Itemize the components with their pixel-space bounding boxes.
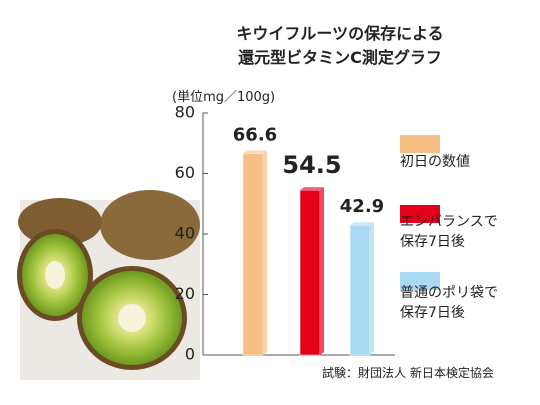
value-label: 54.5 [282, 151, 341, 179]
y-tick-label: 80 [175, 103, 195, 122]
legend-swatch [400, 205, 440, 223]
legend-label: 初日の数値 [400, 154, 470, 170]
bar-side [263, 150, 267, 355]
bar [242, 153, 264, 356]
bar-top [300, 187, 324, 191]
y-axis-label: (単位mg／100g) [172, 90, 276, 105]
bar-top [350, 222, 374, 226]
legend-swatch [400, 135, 440, 153]
value-label: 42.9 [340, 196, 384, 217]
bar [349, 224, 371, 356]
legend-label: 普通のポリ袋で 保存7日後 [400, 285, 498, 321]
bar-side [370, 222, 374, 355]
y-tick-label: 20 [175, 284, 195, 303]
y-tick-label: 40 [175, 224, 195, 243]
source: 試験：財団法人 新日本検定協会 [322, 366, 494, 380]
kiwi-photo [17, 190, 200, 380]
legend-label: エンバランスで 保存7日後 [400, 214, 498, 250]
y-tick-label: 60 [175, 163, 195, 182]
bar [299, 189, 321, 356]
value-label: 66.6 [233, 125, 277, 146]
legend-swatch [400, 272, 440, 290]
y-tick-label: 0 [185, 345, 195, 364]
chart-title: キウイフルーツの保存による 還元型ビタミンC測定グラフ [236, 24, 444, 67]
bar-top [243, 150, 267, 154]
bar-side [320, 187, 324, 355]
